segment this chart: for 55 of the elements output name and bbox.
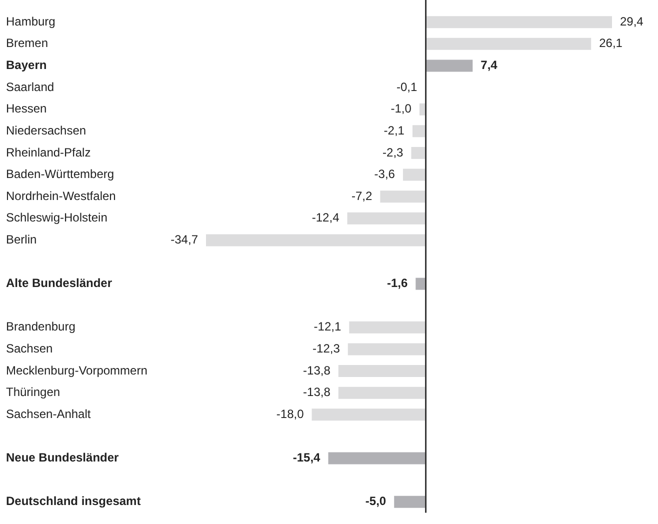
bar	[312, 408, 426, 421]
data-label: -13,8	[303, 363, 331, 378]
y-tick-label: Alte Bundesländer	[6, 276, 112, 290]
data-label: -12,3	[312, 342, 340, 356]
bar	[426, 16, 612, 28]
data-label: 29,4	[620, 14, 644, 28]
y-tick-label: Hessen	[6, 102, 47, 116]
bar	[328, 452, 426, 464]
data-label: -12,1	[314, 320, 342, 334]
data-label: -15,4	[292, 450, 321, 465]
y-tick-label: Sachsen-Anhalt	[6, 406, 92, 421]
data-label: -34,7	[170, 232, 198, 247]
data-label: -7,2	[351, 188, 372, 203]
bar	[426, 38, 592, 50]
y-tick-label: Baden-Württemberg	[6, 167, 114, 182]
y-tick-label: Mecklenburg-Vorpommern	[6, 363, 148, 378]
bar	[380, 190, 426, 203]
bar	[394, 496, 426, 508]
data-label: -18,0	[276, 406, 304, 421]
bar	[206, 234, 426, 246]
data-label: 7,4	[480, 58, 498, 72]
bar	[347, 212, 426, 224]
y-tick-label: Schleswig-Holstein	[6, 210, 108, 225]
y-tick-label: Brandenburg	[6, 320, 76, 334]
data-label: -3,6	[374, 167, 396, 182]
data-label: 26,1	[599, 36, 623, 50]
y-tick-label: Bayern	[6, 58, 47, 72]
y-tick-label: Niedersachsen	[6, 123, 86, 138]
bar	[338, 365, 426, 378]
y-tick-label: Berlin	[6, 232, 37, 247]
data-label: -12,4	[312, 210, 340, 225]
bar	[349, 321, 426, 334]
data-label: -13,8	[303, 385, 331, 400]
y-tick-label: Thüringen	[6, 385, 60, 400]
data-label: -1,6	[386, 276, 408, 290]
y-tick-label: Saarland	[6, 80, 54, 94]
bar	[416, 278, 426, 290]
data-label: -2,3	[382, 145, 404, 160]
bar	[412, 125, 426, 138]
data-label: -0,1	[396, 80, 418, 94]
data-label: -1,0	[390, 102, 412, 116]
bar	[411, 146, 426, 159]
bar	[426, 60, 473, 72]
y-tick-label: Neue Bundesländer	[6, 450, 120, 465]
data-label: -5,0	[365, 494, 386, 508]
y-tick-label: Hamburg	[6, 14, 56, 28]
y-tick-label: Deutschland insgesamt	[6, 494, 141, 508]
y-tick-label: Rheinland-Pfalz	[6, 145, 91, 160]
y-tick-label: Nordrhein-Westfalen	[6, 188, 116, 203]
data-label: -2,1	[384, 123, 405, 138]
bar	[402, 168, 426, 181]
bar	[338, 386, 426, 399]
y-tick-label: Bremen	[6, 36, 48, 50]
y-tick-label: Sachsen	[6, 342, 53, 356]
bar	[348, 343, 426, 356]
